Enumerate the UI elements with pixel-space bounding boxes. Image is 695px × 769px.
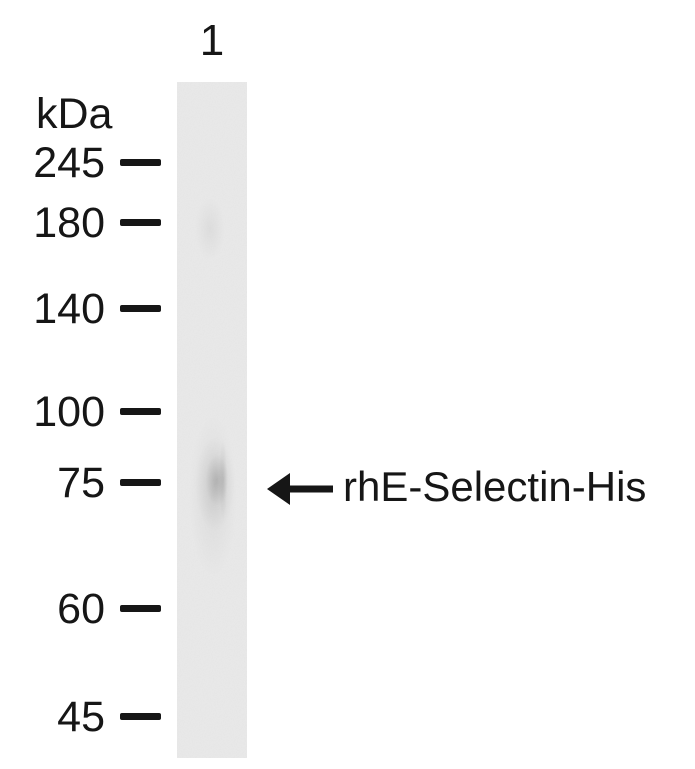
mw-marker-tick [120,159,161,166]
band-annotation-label: rhE-Selectin-His [343,463,647,510]
mw-marker-row: 45 [0,695,165,739]
mw-marker-row: 100 [0,390,165,434]
mw-marker-tick [120,479,161,486]
mw-marker-label: 140 [33,285,105,333]
mw-marker-row: 140 [0,287,165,331]
mw-marker-label: 75 [57,459,105,507]
mw-marker-label: 180 [33,199,105,247]
unit-label: kDa [36,90,113,138]
mw-marker-row: 180 [0,201,165,245]
mw-marker-row: 60 [0,587,165,631]
mw-marker-tick [120,713,161,720]
band-arrow-icon [267,473,333,505]
mw-marker-label: 245 [33,139,105,187]
mw-marker-row: 245 [0,141,165,185]
mw-marker-tick [120,408,161,415]
mw-marker-tick [120,605,161,612]
mw-marker-tick [120,305,161,312]
mw-marker-label: 100 [33,388,105,436]
lane-label: 1 [199,16,225,65]
mw-marker-row: 75 [0,461,165,505]
mw-marker-label: 60 [57,585,105,633]
mw-marker-label: 45 [57,693,105,741]
mw-marker-tick [120,219,161,226]
lane-noise-texture [177,82,247,758]
gel-lane [177,82,247,758]
